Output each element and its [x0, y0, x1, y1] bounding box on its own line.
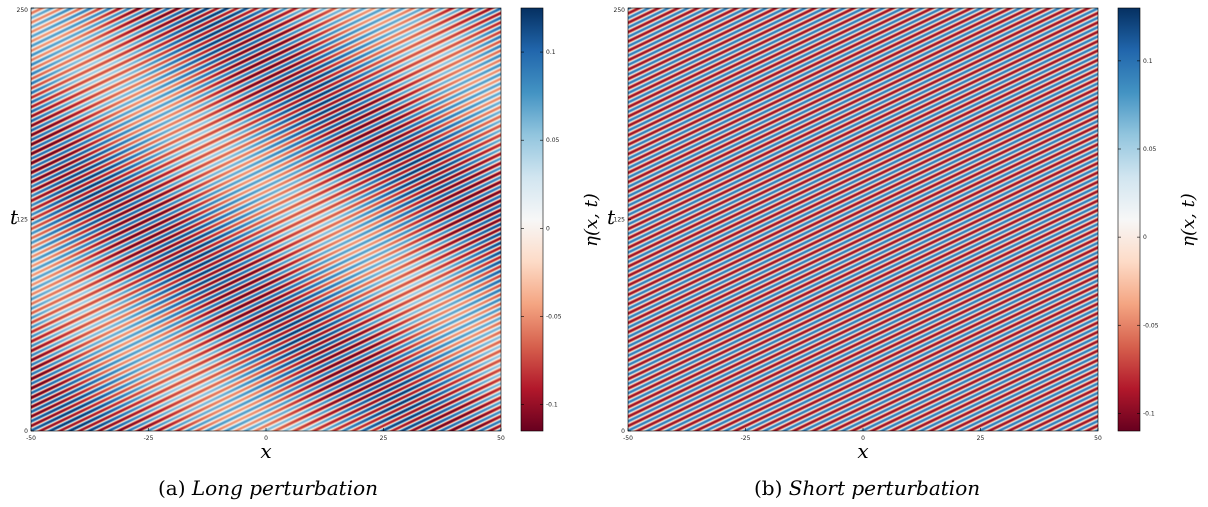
colorbar-tick-label: 0.05 [1143, 146, 1157, 153]
y-tick-label: 125 [17, 217, 29, 224]
x-axis-label-a: x [260, 439, 271, 463]
colorbar-label-a: η(x, t) [581, 193, 602, 247]
heatmap-a-image [31, 8, 501, 431]
x-tick-label: 50 [497, 435, 505, 442]
colorbar-label-b: η(x, t) [1178, 193, 1199, 247]
x-tick-label: -25 [741, 435, 751, 442]
x-tick-label: 0 [264, 435, 268, 442]
y-ticks-b: 0 125 250 [614, 7, 631, 435]
colorbar-tick-label: -0.1 [1143, 410, 1155, 417]
colorbar-tick-label: 0.1 [1143, 58, 1153, 65]
y-axis-label-b: t [607, 205, 616, 229]
x-tick-label: 50 [1094, 435, 1102, 442]
y-tick-label: 0 [24, 428, 28, 435]
colorbar-tick-label: 0.05 [546, 137, 560, 144]
x-tick-label: -50 [623, 435, 633, 442]
colorbar-tick-label: 0 [546, 225, 550, 232]
x-tick-label: -25 [144, 435, 154, 442]
colorbar-a [520, 7, 544, 432]
x-ticks-a: -50 -25 0 25 50 [26, 428, 505, 442]
x-tick-label: 25 [977, 435, 985, 442]
x-tick-label: 0 [861, 435, 865, 442]
y-tick-label: 250 [17, 7, 29, 14]
colorbar-ticks-a: -0.1 -0.05 0 0.05 0.1 [521, 49, 562, 409]
caption-a: (a) Long perturbation [158, 476, 378, 500]
caption-b-text: Short perturbation [788, 476, 981, 500]
colorbar-tick-label: -0.05 [546, 313, 562, 320]
caption-b: (b) Short perturbation [754, 476, 980, 500]
heatmap-b-image [628, 8, 1098, 431]
colorbar-ticks-b: -0.1 -0.05 0 0.05 0.1 [1118, 58, 1159, 417]
y-ticks-a: 0 125 250 [17, 7, 34, 435]
colorbar-tick-label: -0.1 [546, 402, 558, 409]
x-axis-label-b: x [857, 439, 868, 463]
y-tick-label: 125 [614, 217, 626, 224]
x-tick-label: -50 [26, 435, 36, 442]
colorbar-tick-label: 0.1 [546, 49, 556, 56]
caption-a-text: Long perturbation [191, 476, 379, 500]
y-tick-label: 250 [614, 7, 626, 14]
y-axis-label-a: t [10, 205, 19, 229]
panel-b: -50 -25 0 25 50 0 125 250 x t -0.1 -0.05 0 0.05 0.… [607, 7, 1199, 463]
x-tick-label: 25 [380, 435, 388, 442]
panel-a: -50 -25 0 25 50 0 125 250 x t -0.1 -0.05 0 0.05 0.… [10, 7, 602, 463]
y-tick-label: 0 [621, 428, 625, 435]
caption-b-label: (b) [754, 476, 783, 500]
caption-a-label: (a) [158, 476, 186, 500]
colorbar-b [1117, 7, 1141, 432]
colorbar-tick-label: -0.05 [1143, 322, 1159, 329]
colorbar-tick-label: 0 [1143, 234, 1147, 241]
x-ticks-b: -50 -25 0 25 50 [623, 428, 1102, 442]
